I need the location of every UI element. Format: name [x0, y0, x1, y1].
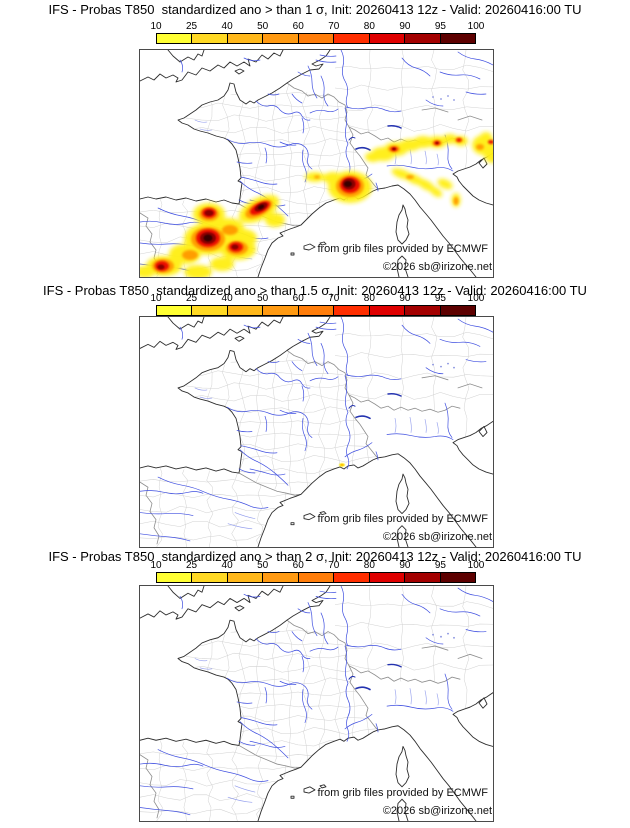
colorbar-tick-label: 100 [467, 293, 485, 304]
copyright-label: ©2026 sb@irizone.net [382, 261, 492, 273]
colorbar-segment [227, 306, 264, 315]
colorbar-tick-label: 70 [328, 21, 340, 32]
colorbar-segment [334, 573, 370, 582]
attribution-ecmwf: from grib files provided by ECMWF [317, 787, 488, 799]
colorbar-tick-label: 70 [328, 293, 340, 304]
colorbar-segment [157, 306, 193, 315]
colorbar-segment [227, 34, 264, 43]
colorbar: 10 25 40 50 60 70 80 90 95 100 [150, 293, 484, 316]
panel-title-1-5sigma: IFS - Probas T850 standardized ano > tha… [43, 283, 587, 298]
colorbar-segment [334, 34, 370, 43]
colorbar-tick-label: 10 [150, 21, 162, 32]
colorbar-tick-label: 80 [363, 293, 375, 304]
colorbar-tick-label: 25 [185, 293, 198, 304]
colorbar-segment [405, 306, 441, 315]
colorbar-tick-label: 40 [221, 560, 233, 571]
colorbar-ticks: 10 25 40 50 60 70 80 90 95 100 [150, 21, 484, 33]
colorbar-tick-label: 50 [257, 293, 269, 304]
colorbar-ticks: 10 25 40 50 60 70 80 90 95 100 [150, 293, 484, 305]
colorbar-segment [263, 306, 299, 315]
colorbar-tick-label: 40 [221, 21, 233, 32]
colorbar-segment [369, 34, 406, 43]
colorbar-tick-label: 90 [399, 21, 411, 32]
colorbar-tick-label: 95 [434, 21, 446, 32]
panel-title-2sigma: IFS - Probas T850 standardized ano > tha… [48, 549, 582, 564]
colorbar-segment [369, 573, 406, 582]
colorbar-segment [405, 34, 441, 43]
colorbar-tick-label: 40 [221, 293, 233, 304]
colorbar-bar [156, 33, 476, 44]
colorbar: 10 25 40 50 60 70 80 90 95 100 [150, 21, 484, 44]
colorbar-segment [298, 34, 335, 43]
colorbar-tick-label: 50 [257, 21, 269, 32]
attribution-ecmwf: from grib files provided by ECMWF [317, 513, 488, 525]
colorbar-tick-label: 60 [292, 293, 304, 304]
map-panel-2sigma: from grib files provided by ECMWF ©2026 … [139, 585, 494, 822]
colorbar-segment [263, 34, 299, 43]
colorbar-segment [369, 306, 406, 315]
map-panel-1-5sigma: from grib files provided by ECMWF ©2026 … [139, 316, 494, 548]
colorbar-segment [157, 573, 193, 582]
colorbar-ticks: 10 25 40 50 60 70 80 90 95 100 [150, 560, 484, 572]
colorbar-tick-label: 70 [328, 560, 340, 571]
colorbar-segment [298, 306, 335, 315]
colorbar-segment [192, 573, 228, 582]
attribution-ecmwf: from grib files provided by ECMWF [317, 243, 488, 255]
colorbar-segment [298, 573, 335, 582]
colorbar-segment [157, 34, 193, 43]
colorbar-segment [440, 34, 475, 43]
colorbar-tick-label: 50 [257, 560, 269, 571]
probability-map-graphic [140, 586, 493, 821]
colorbar-tick-label: 60 [292, 560, 304, 571]
colorbar-tick-label: 100 [467, 21, 485, 32]
colorbar-segment [192, 306, 228, 315]
colorbar-segment [227, 573, 264, 582]
panel-title-1sigma: IFS - Probas T850 standardized ano > tha… [48, 2, 582, 17]
copyright-label: ©2026 sb@irizone.net [382, 531, 492, 543]
colorbar-tick-label: 25 [185, 21, 198, 32]
colorbar-tick-label: 80 [363, 21, 375, 32]
map-panel-1sigma: from grib files provided by ECMWF ©2026 … [139, 49, 494, 278]
colorbar-segment [263, 573, 299, 582]
colorbar-segment [192, 34, 228, 43]
colorbar: 10 25 40 50 60 70 80 90 95 100 [150, 560, 484, 583]
colorbar-tick-label: 90 [399, 293, 411, 304]
colorbar-tick-label: 10 [150, 293, 162, 304]
colorbar-tick-label: 25 [185, 560, 198, 571]
colorbar-tick-label: 80 [363, 560, 375, 571]
colorbar-tick-label: 95 [434, 293, 446, 304]
colorbar-bar [156, 572, 476, 583]
copyright-label: ©2026 sb@irizone.net [382, 805, 492, 817]
colorbar-segment [440, 306, 475, 315]
colorbar-tick-label: 95 [434, 560, 446, 571]
colorbar-segment [405, 573, 441, 582]
colorbar-bar [156, 305, 476, 316]
colorbar-tick-label: 10 [150, 560, 162, 571]
colorbar-tick-label: 60 [292, 21, 304, 32]
colorbar-segment [440, 573, 475, 582]
colorbar-segment [334, 306, 370, 315]
colorbar-tick-label: 100 [467, 560, 485, 571]
colorbar-tick-label: 90 [399, 560, 411, 571]
